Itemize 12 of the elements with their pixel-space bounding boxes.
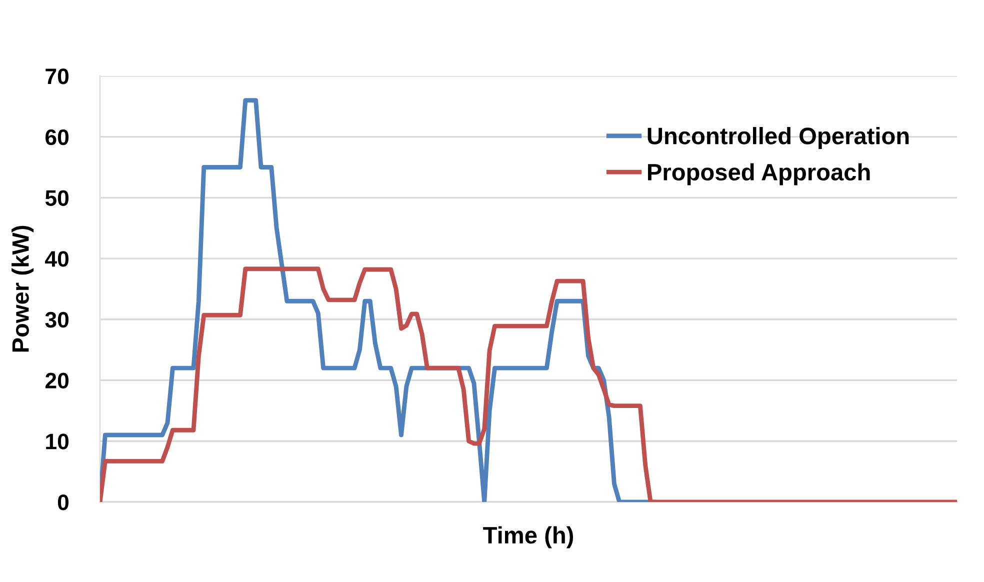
legend-label: Uncontrolled Operation <box>648 127 909 150</box>
y-tick-label: 30 <box>45 312 69 328</box>
y-tick-label: 20 <box>45 372 69 389</box>
y-tick-label: 10 <box>46 434 69 450</box>
y-tick-label: 70 <box>46 68 69 84</box>
y-tick-label: 0 <box>58 494 69 510</box>
x-axis-title: Time (h) <box>483 526 574 548</box>
y-tick-label: 60 <box>46 129 69 146</box>
legend-label: Proposed Approach <box>648 163 870 186</box>
y-axis-title: Power (kW) <box>12 226 34 352</box>
y-tick-label: 40 <box>45 251 69 267</box>
y-tick-label: 50 <box>45 190 69 206</box>
